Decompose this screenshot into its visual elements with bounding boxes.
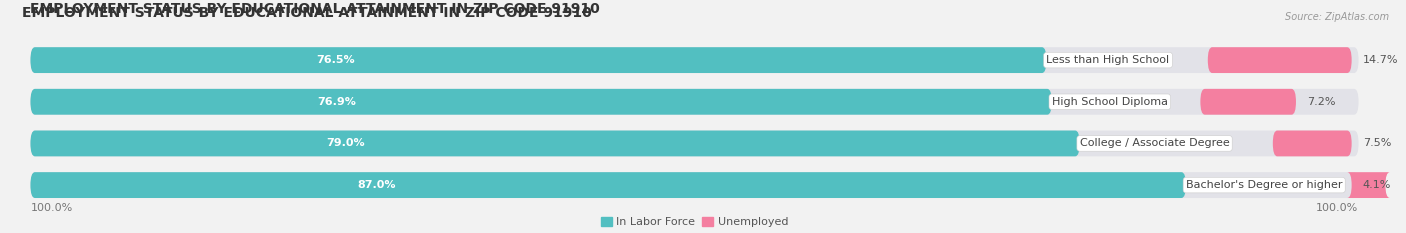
FancyBboxPatch shape: [31, 172, 1185, 198]
FancyBboxPatch shape: [31, 130, 1080, 156]
Text: 14.7%: 14.7%: [1362, 55, 1398, 65]
Text: 87.0%: 87.0%: [359, 180, 396, 190]
Text: 100.0%: 100.0%: [31, 203, 73, 213]
FancyBboxPatch shape: [1272, 130, 1351, 156]
FancyBboxPatch shape: [1201, 89, 1296, 115]
Text: EMPLOYMENT STATUS BY EDUCATIONAL ATTAINMENT IN ZIP CODE 91910: EMPLOYMENT STATUS BY EDUCATIONAL ATTAINM…: [31, 2, 600, 16]
Text: EMPLOYMENT STATUS BY EDUCATIONAL ATTAINMENT IN ZIP CODE 91910: EMPLOYMENT STATUS BY EDUCATIONAL ATTAINM…: [22, 6, 592, 20]
Text: College / Associate Degree: College / Associate Degree: [1080, 138, 1229, 148]
Text: Less than High School: Less than High School: [1046, 55, 1170, 65]
Text: 76.5%: 76.5%: [316, 55, 354, 65]
Text: 100.0%: 100.0%: [1316, 203, 1358, 213]
FancyBboxPatch shape: [1208, 47, 1351, 73]
Legend: In Labor Force, Unemployed: In Labor Force, Unemployed: [596, 212, 793, 232]
Text: High School Diploma: High School Diploma: [1052, 97, 1168, 107]
Text: 79.0%: 79.0%: [326, 138, 364, 148]
Text: Bachelor's Degree or higher: Bachelor's Degree or higher: [1185, 180, 1343, 190]
FancyBboxPatch shape: [31, 47, 1358, 73]
FancyBboxPatch shape: [31, 89, 1358, 115]
FancyBboxPatch shape: [31, 130, 1358, 156]
FancyBboxPatch shape: [1347, 172, 1391, 198]
Text: 76.9%: 76.9%: [318, 97, 356, 107]
FancyBboxPatch shape: [31, 89, 1052, 115]
Text: 7.5%: 7.5%: [1362, 138, 1391, 148]
Text: 7.2%: 7.2%: [1308, 97, 1336, 107]
FancyBboxPatch shape: [31, 172, 1358, 198]
Text: Source: ZipAtlas.com: Source: ZipAtlas.com: [1285, 12, 1389, 22]
Text: 4.1%: 4.1%: [1362, 180, 1391, 190]
FancyBboxPatch shape: [31, 47, 1046, 73]
